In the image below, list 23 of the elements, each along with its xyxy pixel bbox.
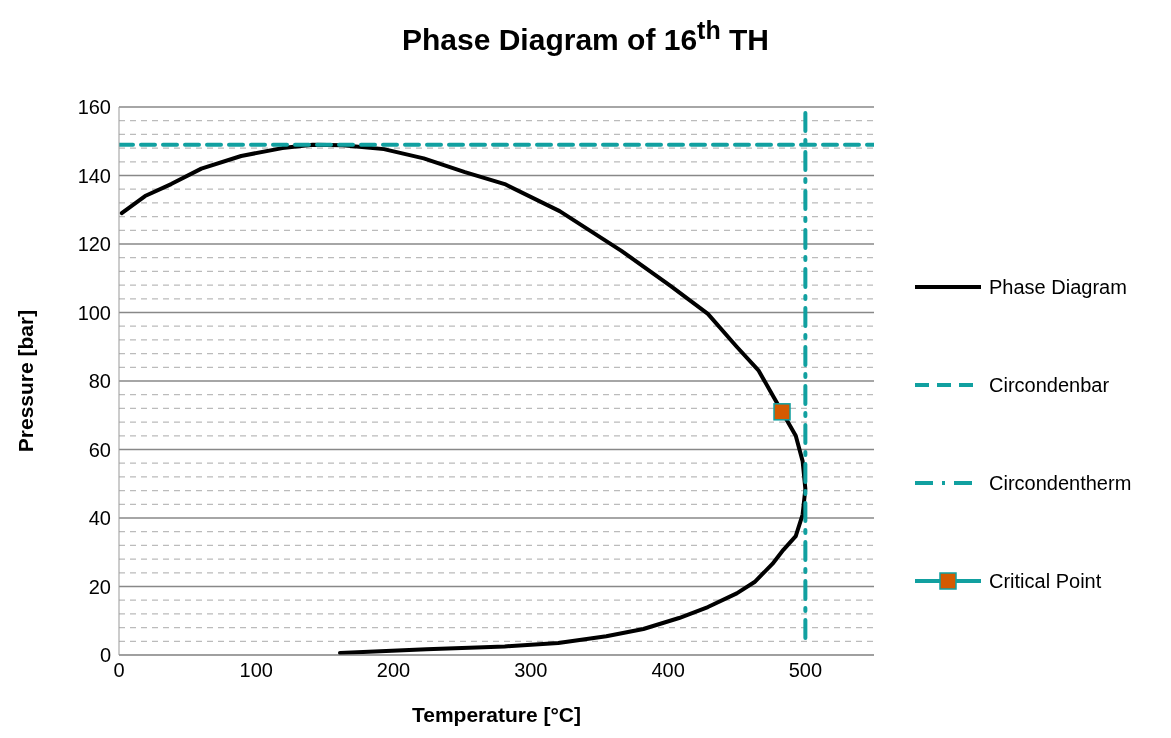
x-tick-label: 400 xyxy=(651,659,685,682)
y-tick-label: 40 xyxy=(88,507,111,530)
y-tick-label: 80 xyxy=(88,370,111,393)
x-tick-label: 0 xyxy=(113,659,125,682)
x-tick-label: 500 xyxy=(788,659,823,682)
legend-label: Phase Diagram xyxy=(989,275,1127,299)
y-tick-label: 60 xyxy=(88,438,111,461)
legend-label: Circondentherm xyxy=(989,471,1132,495)
y-tick-label: 0 xyxy=(99,644,111,667)
x-axis-title: Temperature [°C] xyxy=(411,703,582,726)
y-tick-label: 20 xyxy=(88,575,111,598)
legend-label: Circondenbar xyxy=(989,373,1110,397)
line-series xyxy=(119,142,808,655)
x-tick-label: 200 xyxy=(376,659,411,682)
y-axis-title: Pressure [bar] xyxy=(14,309,38,453)
x-tick-label: 100 xyxy=(239,659,273,682)
y-tick-label: 160 xyxy=(77,96,111,119)
chart-title: Phase Diagram of 16$^{th}$ TH xyxy=(400,16,771,57)
y-tick-label: 120 xyxy=(77,233,111,256)
x-tick-label: 300 xyxy=(514,659,548,682)
y-tick-label: 100 xyxy=(77,301,111,324)
y-tick-label: 140 xyxy=(77,164,111,187)
legend-label: Critical Point xyxy=(989,569,1102,593)
